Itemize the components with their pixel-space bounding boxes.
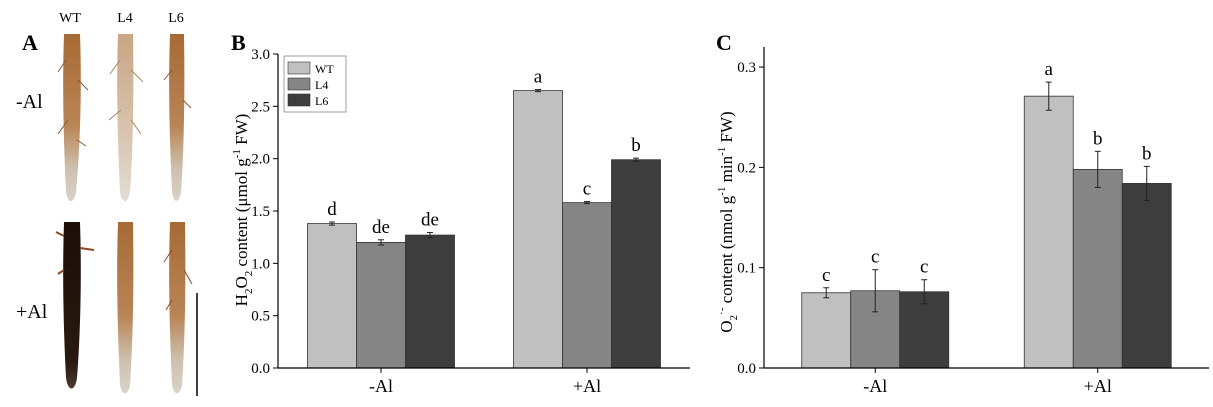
y-tick-label: 0.2 bbox=[737, 160, 756, 176]
x-tick-label: +Al bbox=[573, 376, 601, 396]
legend-swatch bbox=[287, 93, 311, 107]
x-tick-label: +Al bbox=[1084, 376, 1112, 396]
significance-letter: c bbox=[822, 265, 830, 286]
root-l6-minus-al bbox=[163, 34, 192, 201]
y-axis-title: H2O2 content (μmol g-1 FW) bbox=[231, 114, 255, 307]
h2o2-bar-chart: B d de de a c b 0.0 0.5 1.0 1.5 2.0 2.5 3.0 -Al +Al H… bbox=[231, 30, 690, 396]
y-tick-label: 2.5 bbox=[251, 99, 270, 115]
root-wt-plus-al bbox=[55, 222, 95, 389]
root-l6-plus-al bbox=[163, 222, 193, 394]
y-tick-label: 2.0 bbox=[251, 152, 270, 168]
significance-letter: d bbox=[327, 199, 337, 220]
significance-letter: b bbox=[1142, 143, 1152, 164]
bar bbox=[562, 202, 612, 369]
significance-letter: de bbox=[372, 217, 390, 238]
legend-label: WT bbox=[315, 62, 334, 76]
y-axis-title: O2·- content (nmol g-1 min-1 FW) bbox=[716, 111, 740, 332]
y-tick-label: 0.3 bbox=[737, 60, 756, 76]
column-label-l6: L6 bbox=[168, 11, 184, 26]
row-label-minus-al: -Al bbox=[16, 91, 43, 113]
significance-letter: de bbox=[421, 209, 439, 230]
significance-letter: c bbox=[920, 257, 928, 278]
y-tick-label: 1.0 bbox=[251, 256, 270, 272]
significance-letter: a bbox=[534, 67, 543, 88]
root-image-panel: A WT L4 L6 -Al +Al bbox=[16, 11, 198, 396]
y-tick-label: 0.5 bbox=[251, 309, 270, 325]
y-tick-label: 1.5 bbox=[251, 204, 270, 220]
significance-letter: a bbox=[1045, 59, 1054, 80]
y-tick-label: 0.0 bbox=[737, 361, 756, 377]
bar bbox=[1023, 95, 1074, 369]
significance-letter: c bbox=[871, 247, 879, 268]
root-wt-minus-al bbox=[57, 34, 89, 201]
bar bbox=[1072, 168, 1123, 369]
legend-label: L4 bbox=[315, 78, 328, 92]
bar bbox=[1121, 183, 1172, 369]
y-tick-label: 0.0 bbox=[251, 361, 270, 377]
panel-b-letter: B bbox=[231, 30, 246, 55]
legend-label: L6 bbox=[315, 94, 328, 108]
root-l4-plus-al bbox=[117, 222, 134, 394]
bar bbox=[405, 234, 455, 369]
significance-letter: b bbox=[631, 135, 641, 156]
root-l4-minus-al bbox=[108, 34, 144, 201]
bar bbox=[356, 241, 406, 369]
significance-letter: b bbox=[1093, 128, 1103, 149]
significance-letter: c bbox=[583, 179, 591, 200]
legend-swatch bbox=[287, 77, 311, 91]
row-label-plus-al: +Al bbox=[16, 301, 48, 323]
column-label-wt: WT bbox=[59, 11, 81, 26]
x-tick-label: -Al bbox=[863, 376, 887, 396]
bar bbox=[801, 292, 852, 369]
x-tick-label: -Al bbox=[369, 376, 393, 396]
legend-swatch bbox=[287, 61, 311, 75]
superoxide-bar-chart: C c c c a b b 0.0 0.1 0.2 0.3 -Al +Al O2·- content… bbox=[716, 30, 1209, 396]
column-label-l4: L4 bbox=[117, 11, 133, 26]
bar bbox=[611, 159, 661, 369]
panel-c-letter: C bbox=[716, 30, 732, 55]
y-tick-label: 3.0 bbox=[251, 47, 270, 63]
y-tick-label: 0.1 bbox=[737, 261, 756, 277]
bar bbox=[307, 223, 357, 369]
bar bbox=[513, 90, 563, 369]
panel-a-letter: A bbox=[22, 30, 38, 55]
